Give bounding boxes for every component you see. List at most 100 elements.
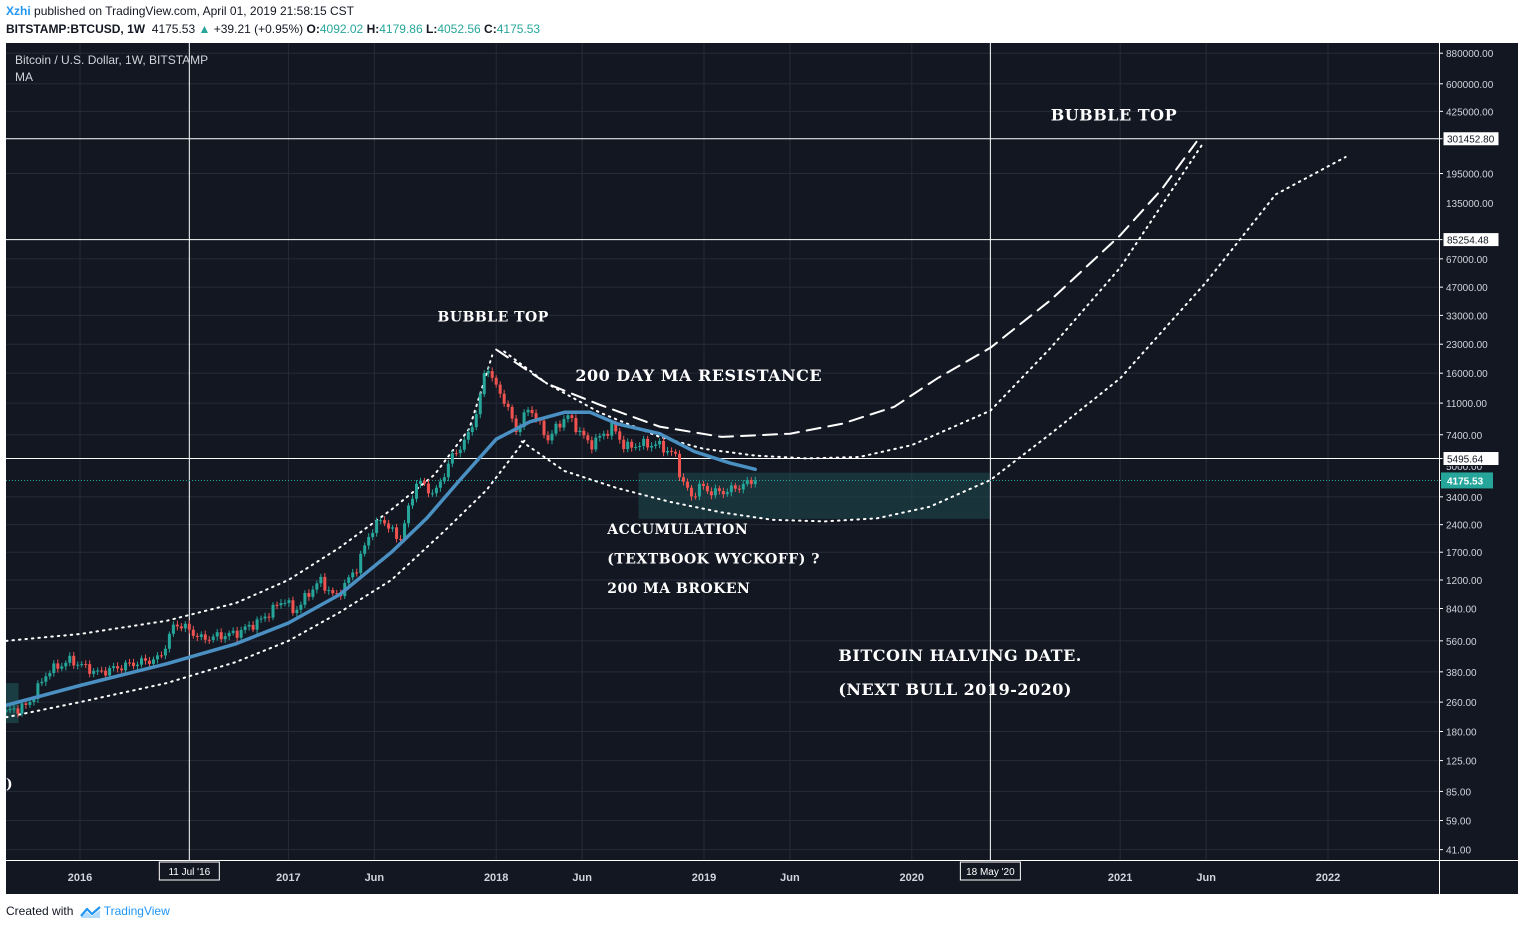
price-axis-label-hidden: 5000.00	[1446, 462, 1483, 473]
candle-body	[315, 583, 319, 590]
price-axis-label: 2400.00	[1446, 521, 1483, 532]
last-price-value: 4175.53	[151, 22, 196, 36]
candle-body	[6, 709, 8, 712]
candle-body	[678, 453, 682, 478]
candle-body	[442, 477, 446, 482]
candle-body	[395, 527, 399, 539]
candle-body	[462, 439, 466, 450]
candle-body	[128, 662, 132, 664]
accumulation-zone	[638, 472, 991, 519]
candle-body	[100, 670, 104, 672]
price-axis-label: 7400.00	[1446, 431, 1483, 442]
candle-body	[263, 616, 267, 619]
candle-body	[303, 593, 307, 605]
candle-body	[327, 590, 331, 592]
time-axis-label: 2018	[484, 872, 508, 884]
candle-body	[693, 496, 697, 498]
candle-body	[733, 485, 737, 489]
candle-body	[88, 664, 92, 674]
candle-body	[211, 636, 215, 640]
candle-body	[147, 660, 151, 664]
chart-frame[interactable]: BUBBLE TOP BUBBLE TOP 200 DAY MA RESISTANC…	[6, 43, 1518, 894]
candle-body	[60, 666, 64, 669]
legend-title: Bitcoin / U.S. Dollar, 1W, BITSTAMP	[15, 53, 208, 67]
candle-body	[426, 483, 430, 494]
candle-body	[741, 483, 745, 490]
close-label: C:	[484, 22, 497, 36]
price-axis-label: 425000.00	[1446, 107, 1494, 118]
price-axis-label: 16000.00	[1446, 369, 1488, 380]
candle-body	[753, 480, 757, 485]
candle-body	[16, 708, 20, 714]
candle-body	[490, 371, 494, 378]
price-level-tag	[1442, 131, 1500, 147]
annotation-text: ACCUMULATION	[606, 522, 748, 538]
candle-body	[526, 409, 530, 413]
candle-body	[8, 709, 12, 711]
price-axis-label: 3400.00	[1446, 493, 1483, 504]
candle-body	[215, 632, 219, 637]
candle-body	[470, 427, 474, 433]
publish-info: Xzhi published on TradingView.com, April…	[6, 4, 354, 18]
open-label: O:	[306, 22, 320, 36]
candle-body	[650, 445, 654, 448]
candle-body	[124, 662, 128, 671]
candle-body	[614, 423, 618, 432]
candle-body	[140, 658, 144, 665]
annotation-text: 200 MA BROKEN	[607, 581, 750, 597]
moving-average-line	[6, 410, 757, 708]
candle-body	[646, 438, 650, 448]
symbol-label: BITSTAMP:BTCUSD, 1W	[6, 22, 146, 36]
candle-body	[602, 433, 606, 436]
plot-area[interactable]: BUBBLE TOP BUBBLE TOP 200 DAY MA RESISTANC…	[6, 43, 1439, 860]
candle-body	[56, 663, 60, 669]
annotation-text: (TEXTBOOK WYCKOFF) ?	[607, 551, 820, 567]
candle-body	[458, 449, 462, 454]
candle-body	[630, 441, 634, 448]
candle-body	[347, 577, 351, 584]
candle-body	[566, 415, 570, 420]
candle-body	[279, 603, 283, 606]
candle-body	[574, 417, 578, 433]
candle-body	[32, 698, 36, 703]
candle-body	[68, 655, 72, 663]
candle-body	[387, 523, 391, 529]
time-axis-label: 2019	[692, 872, 716, 884]
candle-body	[231, 630, 235, 633]
candle-body	[155, 655, 159, 660]
candle-body	[510, 406, 514, 419]
candle-body	[518, 426, 522, 433]
candle-body	[446, 463, 450, 478]
candle-body	[658, 440, 662, 445]
annotation-text: BUBBLE TOP	[438, 310, 549, 326]
candle-body	[299, 604, 303, 610]
candle-body	[351, 572, 355, 578]
price-axis-label: 840.00	[1446, 604, 1477, 615]
tradingview-logo-icon[interactable]	[79, 906, 102, 918]
price-axis-label: 41.00	[1446, 846, 1471, 857]
tradingview-link[interactable]: TradingView	[103, 904, 170, 918]
candle-body	[422, 480, 426, 484]
candle-body	[745, 480, 749, 484]
change-value: +39.21 (+0.95%)	[213, 22, 304, 36]
high-value: 4179.86	[379, 22, 423, 36]
candle-body	[506, 403, 510, 407]
candle-body	[450, 453, 454, 464]
price-level-tag	[1442, 451, 1500, 467]
candle-body	[594, 437, 598, 450]
candle-body	[219, 632, 223, 640]
price-axis-label: 560.00	[1446, 637, 1477, 648]
time-axis-label: Jun	[572, 872, 592, 884]
candle-body	[375, 520, 379, 533]
candle-body	[243, 626, 247, 630]
candle-body	[689, 487, 693, 497]
annotation-text: BUBBLE TOP	[1051, 105, 1177, 124]
candle-body	[367, 537, 371, 546]
candle-body	[502, 393, 506, 404]
price-chart[interactable]: BUBBLE TOP BUBBLE TOP 200 DAY MA RESISTANC…	[6, 43, 1518, 894]
candle-body	[514, 418, 518, 433]
candle-body	[355, 572, 359, 574]
candle-body	[363, 545, 367, 554]
author-link[interactable]: Xzhi	[6, 4, 31, 18]
candle-body	[430, 493, 434, 495]
